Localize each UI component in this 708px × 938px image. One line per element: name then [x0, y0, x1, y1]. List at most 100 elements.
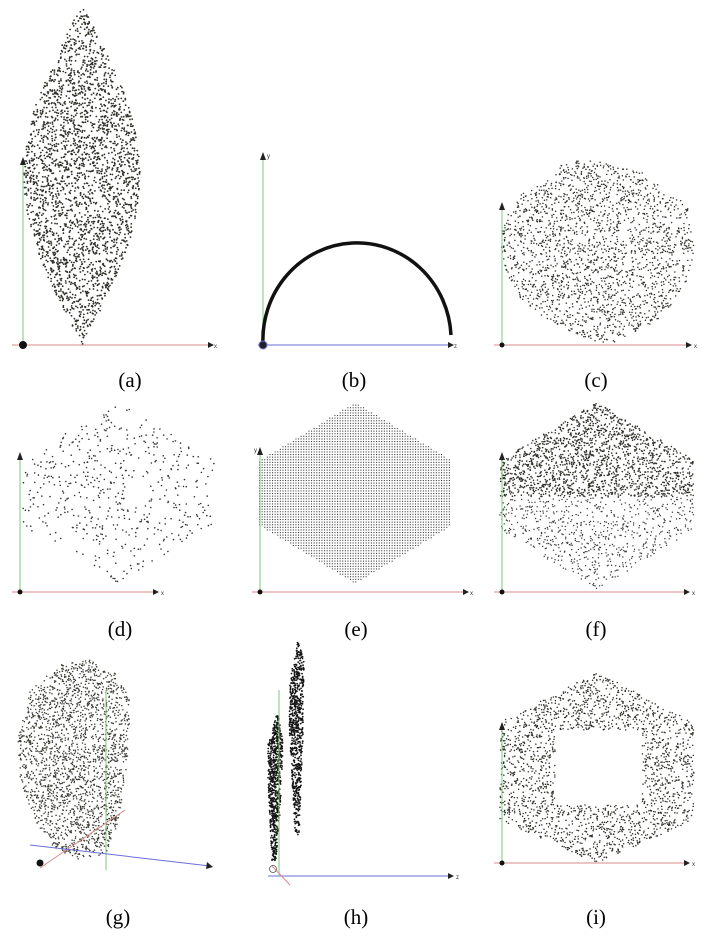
point [87, 191, 90, 193]
point [95, 115, 98, 118]
point [660, 281, 663, 283]
point [679, 199, 682, 202]
point [83, 182, 86, 185]
point [74, 101, 77, 104]
point [573, 231, 576, 233]
point [539, 269, 541, 271]
point [688, 223, 690, 226]
point [89, 82, 92, 85]
point [96, 523, 98, 526]
point [69, 224, 72, 227]
point [546, 243, 548, 245]
point [563, 295, 565, 297]
point [527, 283, 530, 286]
point [43, 106, 45, 109]
point [96, 246, 99, 249]
point [113, 128, 116, 131]
point [84, 98, 86, 101]
point [131, 178, 134, 181]
point [32, 210, 34, 213]
point [587, 279, 589, 282]
point [86, 14, 88, 16]
point [109, 481, 112, 483]
point [586, 209, 589, 211]
point [559, 294, 562, 296]
point [41, 110, 44, 113]
point [29, 177, 31, 180]
point [114, 98, 117, 101]
point [69, 482, 72, 485]
point [667, 201, 669, 204]
point [580, 204, 583, 207]
point [577, 253, 579, 255]
point [80, 220, 83, 223]
point [611, 311, 614, 314]
point [79, 313, 82, 316]
point [667, 231, 669, 234]
point [86, 116, 89, 118]
point [602, 261, 605, 263]
point [55, 293, 58, 295]
point [84, 506, 86, 508]
point [573, 197, 575, 199]
point [569, 208, 572, 211]
point [120, 228, 122, 231]
point [670, 233, 673, 235]
point [116, 203, 119, 206]
point [66, 309, 69, 312]
point [89, 43, 91, 46]
point [601, 227, 604, 230]
point [570, 261, 572, 263]
point [99, 506, 101, 508]
point [546, 235, 549, 238]
point [622, 309, 625, 312]
point [554, 185, 557, 187]
point [34, 218, 37, 221]
point [596, 175, 598, 177]
point [69, 253, 71, 256]
point [111, 151, 113, 154]
point [73, 276, 75, 279]
point [535, 297, 538, 299]
point [583, 247, 585, 249]
point [69, 205, 72, 208]
point [634, 244, 637, 247]
point [589, 334, 592, 337]
point [104, 71, 107, 74]
point [649, 323, 651, 325]
point [635, 229, 638, 231]
point [43, 208, 45, 211]
point [111, 240, 114, 242]
point [23, 181, 26, 184]
point [63, 245, 66, 248]
point [79, 112, 82, 115]
point [71, 100, 74, 103]
point [611, 234, 613, 237]
point [606, 276, 608, 279]
point [603, 244, 605, 246]
point [516, 261, 519, 264]
point [122, 477, 125, 480]
point [552, 265, 555, 268]
point [610, 276, 613, 279]
point [38, 228, 41, 231]
point [646, 199, 649, 201]
point [49, 228, 52, 230]
point [94, 139, 96, 142]
point [554, 314, 556, 316]
point [645, 226, 648, 229]
point [565, 319, 568, 321]
point [74, 182, 77, 185]
point [50, 244, 53, 246]
point [508, 277, 511, 279]
point [648, 293, 651, 295]
point [539, 203, 541, 205]
point [610, 186, 612, 189]
point [47, 202, 49, 204]
point [567, 177, 569, 180]
point [113, 149, 116, 152]
point [108, 67, 110, 69]
point [617, 334, 620, 337]
point [649, 296, 652, 298]
point [614, 256, 616, 259]
